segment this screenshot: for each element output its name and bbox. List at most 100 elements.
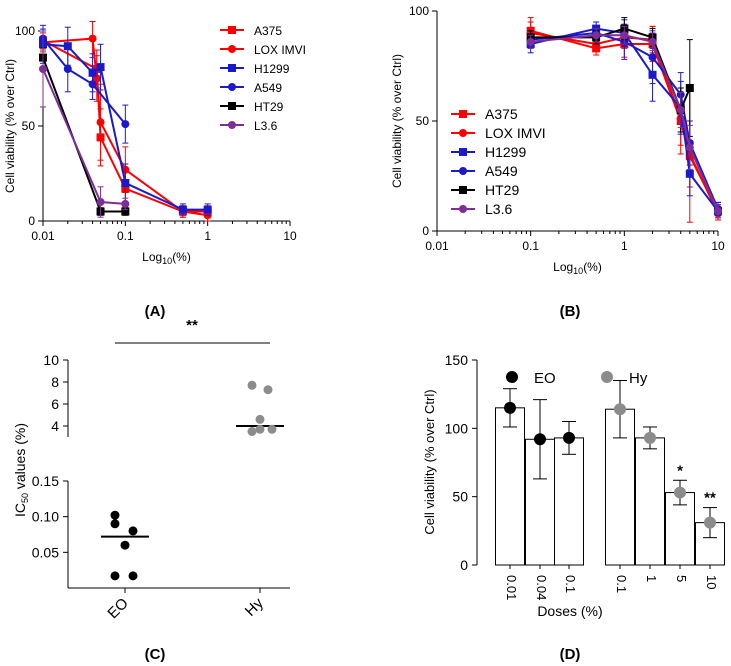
panel-c-y-tick-label: 8 <box>51 374 59 390</box>
panel-c-significance-marker: ** <box>186 317 198 334</box>
panel-d-point-hy <box>674 486 686 499</box>
panel-c-y-tick-label: 0.15 <box>32 473 59 489</box>
panel-c-data-point <box>128 526 138 536</box>
panel-d-point-hy <box>704 516 716 529</box>
panel-b-series-l3-6 <box>526 25 722 219</box>
panel-b-legend-marker <box>459 205 467 213</box>
panel-a-data-point <box>63 65 72 73</box>
panel-d-x-tick-label: 0.01 <box>504 575 519 600</box>
panel-c-data-point <box>128 571 138 581</box>
panel-a-y-tick-label: 50 <box>22 119 36 133</box>
caption-a: (A) <box>145 303 166 320</box>
panel-a-legend-marker <box>228 45 236 53</box>
panel-b-y-tick-label: 100 <box>409 4 429 18</box>
panel-b-legend-marker <box>459 167 467 175</box>
panel-b-y-tick-label: 0 <box>422 224 429 238</box>
panel-a-y-axis-label: Cell viability (% over Ctrl) <box>3 59 17 193</box>
panel-b-legend-marker <box>459 129 467 137</box>
caption-c: (C) <box>145 646 166 663</box>
panel-d-point-hy <box>644 431 656 444</box>
panel-d-legend-marker <box>601 371 613 383</box>
panel-b-x-tick-label: 10 <box>711 239 725 253</box>
panel-b-legend-label: A375 <box>485 106 518 122</box>
panel-c-x-tick-label: Hy <box>242 594 267 619</box>
panel-a-data-point <box>96 63 105 72</box>
panel-d-legend-label: EO <box>534 370 556 387</box>
panel-a-legend-marker <box>228 64 236 72</box>
panel-a-data-point <box>178 205 187 214</box>
panel-c-data-point <box>255 414 265 424</box>
caption-b: (B) <box>560 303 581 320</box>
panel-a-legend-label: L3.6 <box>254 119 278 133</box>
panel-b-data-point <box>648 37 657 46</box>
panel-d-x-tick-label: 0.1 <box>614 575 629 593</box>
panel-a-data-point <box>39 65 47 73</box>
panel-a-data-point <box>88 80 97 89</box>
caption-d: (D) <box>560 646 581 663</box>
panel-c-data-point <box>110 519 120 529</box>
panel-c-y-tick-label: 0.05 <box>32 544 59 560</box>
panel-d-x-tick-label: 0.04 <box>534 575 549 600</box>
panel-c-data-point <box>263 385 273 395</box>
panel-a-x-tick-label: 10 <box>283 229 297 243</box>
panel-b-legend-marker <box>459 148 467 156</box>
panel-c-x-tick-label: EO <box>104 595 131 622</box>
panel-a-legend-label: H1299 <box>254 62 290 76</box>
panel-b-legend-label: LOX IMVI <box>485 125 546 141</box>
panel-a-legend-label: A549 <box>254 81 282 95</box>
panel-a-data-point <box>121 207 130 216</box>
panel-d-y-tick-label: 100 <box>445 420 469 436</box>
panel-a-legend-marker <box>228 83 236 91</box>
panel-b-legend-label: A549 <box>485 163 518 179</box>
panel-b-legend-marker <box>459 110 467 118</box>
panel-c-y-axis-label: IC50 values (%) <box>12 423 30 517</box>
panel-c-group-eo <box>101 510 149 581</box>
panel-d-point-eo <box>563 431 575 444</box>
panel-b-legend-label: H1299 <box>485 144 526 160</box>
panel-c-y-tick-label: 0.10 <box>32 509 59 525</box>
panel-d-point-eo <box>504 401 516 414</box>
panel-a-data-point <box>88 34 97 43</box>
panel-d-bar <box>495 407 525 566</box>
panel-c-y-tick-label: 4 <box>51 418 59 434</box>
panel-a-x-tick-label: 0.1 <box>117 229 134 243</box>
panel-b-chart: 0 50 100 0.01 0.1 1 10 Cell viability (% over C… <box>390 4 725 276</box>
panel-a-y-tick-label: 100 <box>15 24 35 38</box>
panel-d-bar <box>554 437 584 566</box>
panel-a-data-point <box>121 199 130 208</box>
panel-b-x-tick-label: 0.1 <box>522 239 539 253</box>
panel-d-x-tick-label: 10 <box>704 575 719 589</box>
panel-b-x-axis-label: Log10(%) <box>553 260 602 276</box>
panel-a-legend-marker <box>228 26 236 34</box>
panel-c-data-point <box>110 571 120 581</box>
panel-d-point-hy <box>614 403 626 416</box>
panel-d-y-tick-label: 0 <box>460 557 468 573</box>
panel-a-series-line <box>42 57 126 213</box>
panel-a-legend-label: HT29 <box>254 100 284 114</box>
panel-c-data-point <box>247 380 257 390</box>
panel-b-legend-label: L3.6 <box>485 201 512 217</box>
panel-b-data-point <box>714 207 722 216</box>
panel-a-series-ht29 <box>39 47 130 216</box>
panel-c-data-point <box>247 427 257 436</box>
panel-b-x-tick-label: 1 <box>621 239 628 253</box>
panel-b-data-point <box>526 37 535 46</box>
panel-a-data-point <box>121 179 130 187</box>
panel-b-legend-marker <box>459 186 467 194</box>
panel-d-significance-marker: ** <box>704 490 716 507</box>
panel-d-y-tick-label: 50 <box>452 489 468 505</box>
panel-a-chart: 0 50 100 0.01 0.1 1 10 Cell viability (% over C… <box>3 21 306 266</box>
panel-d-y-tick-label: 150 <box>445 352 469 368</box>
panel-d-significance-marker: * <box>677 462 683 479</box>
panel-b-legend-label: HT29 <box>485 182 519 198</box>
panel-c-y-tick-label: 10 <box>43 352 59 368</box>
panel-b-data-point <box>648 53 657 62</box>
panel-a-legend-marker <box>228 102 236 110</box>
panel-a-legend-marker <box>228 121 236 129</box>
panel-b-y-tick-label: 50 <box>416 114 430 128</box>
panel-b-data-point <box>620 31 629 40</box>
panel-a-legend-label: LOX IMVI <box>254 43 306 57</box>
panel-a-data-point <box>121 120 130 129</box>
panel-d-x-tick-label: 5 <box>674 575 689 582</box>
